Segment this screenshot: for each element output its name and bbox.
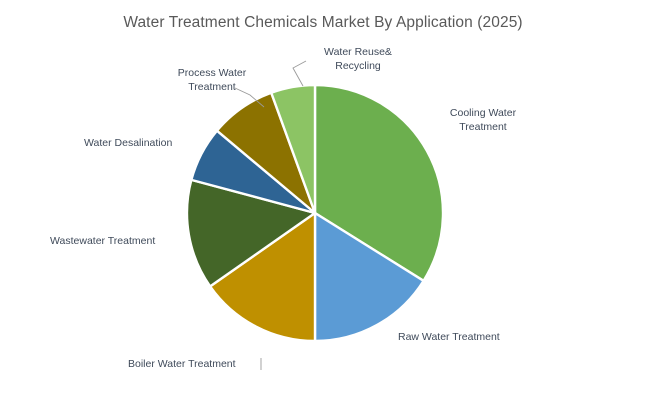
pie-slice[interactable] <box>270 83 317 215</box>
pie-label-water-desalination: Water Desalination <box>84 137 173 149</box>
leader-line-process <box>234 87 265 108</box>
pie-slice[interactable] <box>185 178 317 288</box>
pie-label-water-reuse-recycling: Water Reuse& Recycling <box>324 46 392 72</box>
pie-label-process-water-treatment: Process Water Treatment <box>177 67 247 93</box>
pie-label-cooling-water-treatment: Cooling Water Treatment <box>449 107 517 133</box>
pie-label-raw-water-treatment: Raw Water Treatment <box>398 331 500 343</box>
pie-slice-group <box>185 83 445 343</box>
leader-line-group <box>234 60 307 370</box>
pie-label-wastewater-treatment: Wastewater Treatment <box>50 235 156 247</box>
chart-title: Water Treatment Chemicals Market By Appl… <box>123 14 523 31</box>
pie-label-boiler-water-treatment: Boiler Water Treatment <box>128 358 236 370</box>
leader-line-reuse <box>292 60 307 87</box>
pie-slice[interactable] <box>313 211 425 343</box>
pie-slice[interactable] <box>208 211 317 343</box>
